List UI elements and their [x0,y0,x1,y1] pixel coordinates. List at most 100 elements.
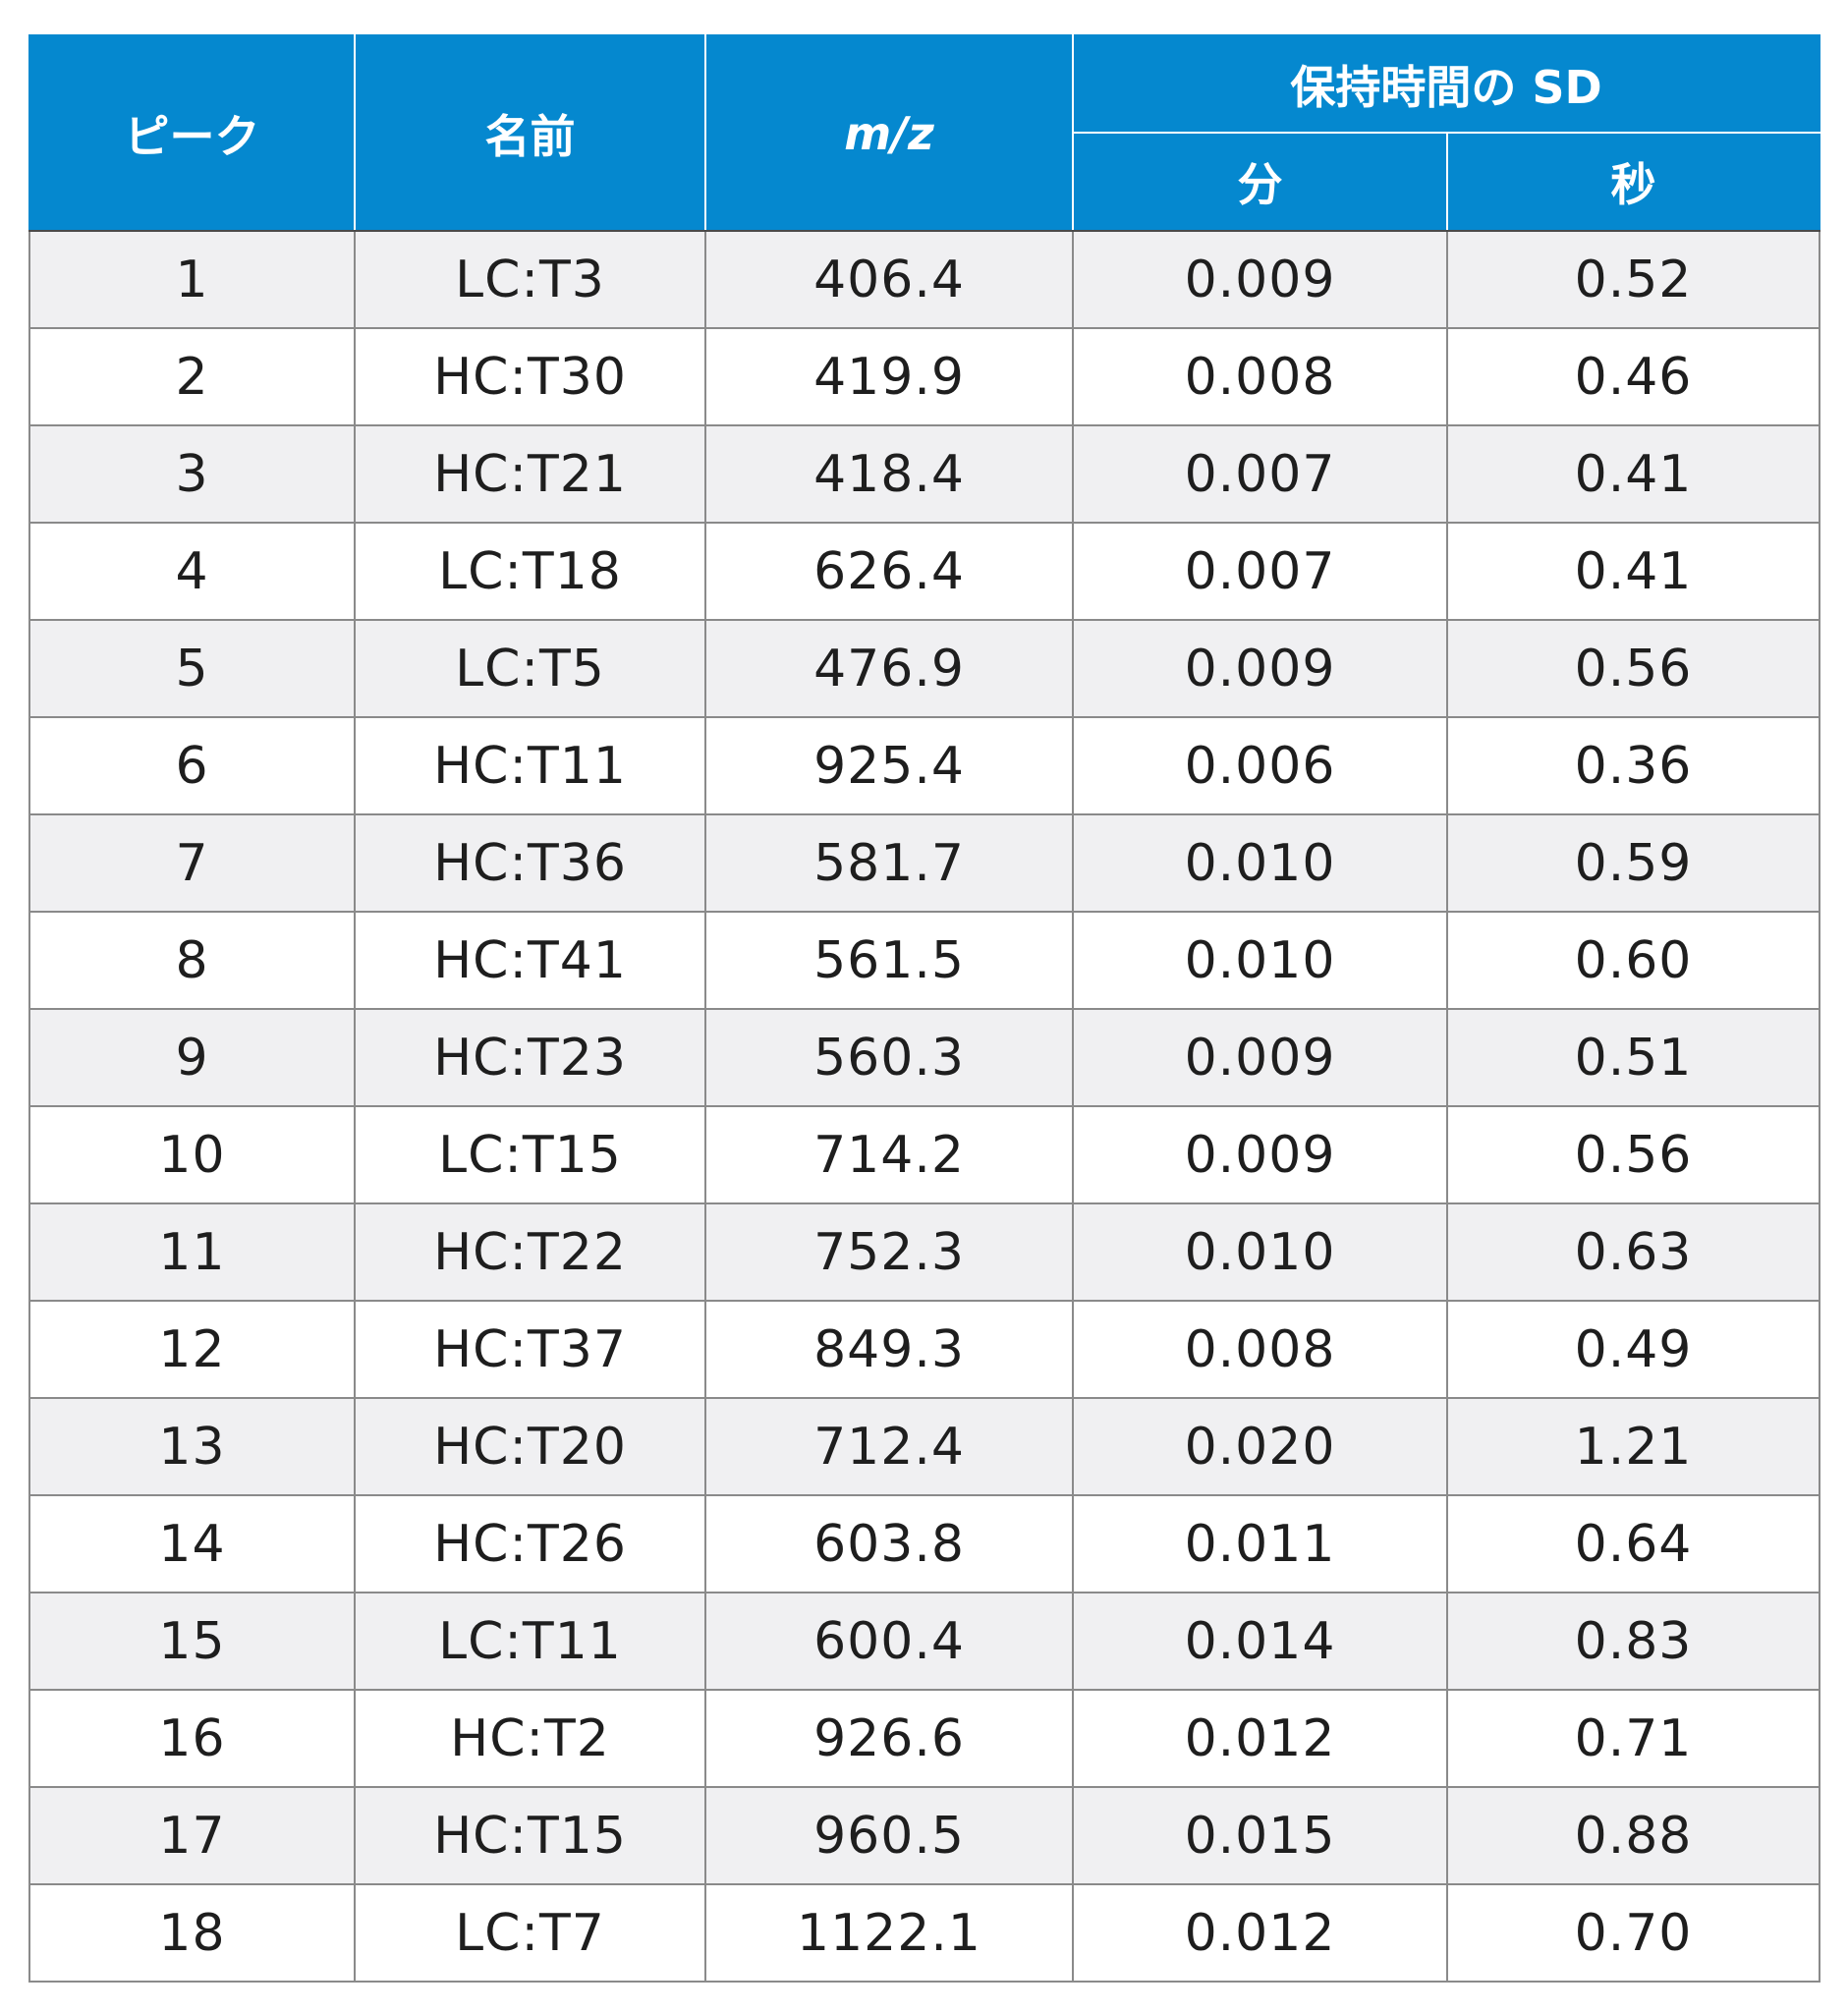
cell-mz: 419.9 [704,327,1074,426]
cell-minutes: 0.008 [1072,327,1448,426]
cell-minutes: 0.007 [1072,522,1448,621]
cell-mz: 560.3 [704,1008,1074,1107]
cell-name: LC:T7 [354,1883,706,1983]
cell-peak: 15 [28,1592,356,1691]
cell-seconds: 0.51 [1445,1008,1821,1107]
header-minutes: 分 [1072,132,1448,232]
cell-seconds: 0.64 [1445,1494,1821,1593]
header-retention-time-sd: 保持時間の SD [1071,34,1821,134]
cell-peak: 13 [28,1397,356,1496]
cell-name: HC:T2 [354,1689,706,1788]
cell-minutes: 0.015 [1072,1786,1448,1885]
cell-name: LC:T11 [354,1592,706,1691]
cell-name: HC:T41 [354,911,706,1010]
cell-seconds: 0.49 [1445,1300,1821,1399]
cell-mz: 626.4 [704,522,1074,621]
cell-peak: 3 [28,424,356,524]
cell-peak: 8 [28,911,356,1010]
header-mz: m/z [704,34,1074,232]
header-name: 名前 [354,34,706,232]
cell-minutes: 0.008 [1072,1300,1448,1399]
cell-seconds: 0.88 [1445,1786,1821,1885]
cell-mz: 925.4 [704,716,1074,815]
cell-seconds: 0.60 [1445,911,1821,1010]
cell-seconds: 0.56 [1445,619,1821,718]
table-row: 6 HC:T11 925.4 0.006 0.36 [28,716,1821,815]
retention-time-table: ピーク 名前 m/z 保持時間の SD 分 秒 1 LC:T3 406.4 0.009… [28,34,1821,1983]
cell-mz: 752.3 [704,1202,1074,1302]
cell-seconds: 0.46 [1445,327,1821,426]
cell-seconds: 0.41 [1445,522,1821,621]
cell-mz: 712.4 [704,1397,1074,1496]
cell-mz: 406.4 [704,230,1074,329]
cell-name: HC:T15 [354,1786,706,1885]
header-seconds: 秒 [1445,132,1821,232]
cell-name: HC:T30 [354,327,706,426]
table-row: 13 HC:T20 712.4 0.020 1.21 [28,1397,1821,1496]
table-row: 3 HC:T21 418.4 0.007 0.41 [28,424,1821,524]
cell-peak: 5 [28,619,356,718]
cell-name: LC:T3 [354,230,706,329]
cell-minutes: 0.014 [1072,1592,1448,1691]
cell-minutes: 0.010 [1072,1202,1448,1302]
cell-mz: 1122.1 [704,1883,1074,1983]
cell-seconds: 0.41 [1445,424,1821,524]
table-row: 4 LC:T18 626.4 0.007 0.41 [28,522,1821,621]
cell-name: HC:T22 [354,1202,706,1302]
cell-minutes: 0.009 [1072,230,1448,329]
cell-peak: 18 [28,1883,356,1983]
cell-mz: 418.4 [704,424,1074,524]
cell-mz: 960.5 [704,1786,1074,1885]
cell-peak: 12 [28,1300,356,1399]
cell-minutes: 0.009 [1072,619,1448,718]
cell-seconds: 0.71 [1445,1689,1821,1788]
table-row: 9 HC:T23 560.3 0.009 0.51 [28,1008,1821,1107]
table-row: 1 LC:T3 406.4 0.009 0.52 [28,230,1821,329]
cell-minutes: 0.011 [1072,1494,1448,1593]
cell-peak: 11 [28,1202,356,1302]
cell-mz: 561.5 [704,911,1074,1010]
cell-peak: 10 [28,1105,356,1204]
cell-mz: 926.6 [704,1689,1074,1788]
cell-name: HC:T21 [354,424,706,524]
cell-minutes: 0.007 [1072,424,1448,524]
table-row: 12 HC:T37 849.3 0.008 0.49 [28,1300,1821,1399]
cell-peak: 2 [28,327,356,426]
cell-name: HC:T26 [354,1494,706,1593]
cell-seconds: 0.70 [1445,1883,1821,1983]
table-row: 10 LC:T15 714.2 0.009 0.56 [28,1105,1821,1204]
cell-mz: 476.9 [704,619,1074,718]
cell-minutes: 0.009 [1072,1008,1448,1107]
table-row: 18 LC:T7 1122.1 0.012 0.70 [28,1883,1821,1983]
table-header: ピーク 名前 m/z 保持時間の SD 分 秒 [28,34,1821,232]
cell-seconds: 0.36 [1445,716,1821,815]
cell-name: LC:T18 [354,522,706,621]
cell-minutes: 0.012 [1072,1689,1448,1788]
cell-peak: 1 [28,230,356,329]
header-peak: ピーク [28,34,356,232]
cell-minutes: 0.020 [1072,1397,1448,1496]
cell-name: HC:T23 [354,1008,706,1107]
cell-peak: 16 [28,1689,356,1788]
table-row: 11 HC:T22 752.3 0.010 0.63 [28,1202,1821,1302]
cell-mz: 714.2 [704,1105,1074,1204]
cell-peak: 7 [28,813,356,913]
cell-peak: 9 [28,1008,356,1107]
cell-seconds: 0.59 [1445,813,1821,913]
cell-mz: 581.7 [704,813,1074,913]
cell-name: HC:T11 [354,716,706,815]
table-body: 1 LC:T3 406.4 0.009 0.52 2 HC:T30 419.9 0.008 0.4… [28,230,1821,1983]
table-row: 5 LC:T5 476.9 0.009 0.56 [28,619,1821,718]
data-table-container: ピーク 名前 m/z 保持時間の SD 分 秒 1 LC:T3 406.4 0.009… [28,34,1821,1983]
cell-mz: 603.8 [704,1494,1074,1593]
table-row: 16 HC:T2 926.6 0.012 0.71 [28,1689,1821,1788]
cell-name: LC:T5 [354,619,706,718]
cell-minutes: 0.012 [1072,1883,1448,1983]
cell-name: HC:T36 [354,813,706,913]
table-row: 2 HC:T30 419.9 0.008 0.46 [28,327,1821,426]
cell-peak: 4 [28,522,356,621]
cell-name: HC:T20 [354,1397,706,1496]
cell-name: LC:T15 [354,1105,706,1204]
table-row: 14 HC:T26 603.8 0.011 0.64 [28,1494,1821,1593]
table-row: 8 HC:T41 561.5 0.010 0.60 [28,911,1821,1010]
